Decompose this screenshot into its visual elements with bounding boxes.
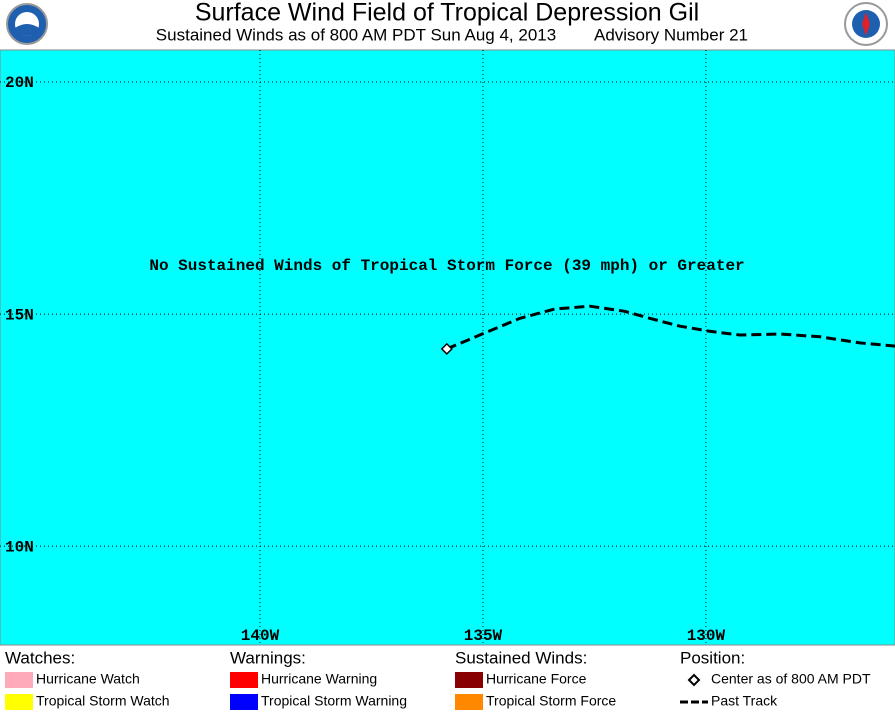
- y-tick-label: 10N: [5, 538, 34, 556]
- advisory: Advisory Number 21: [594, 25, 748, 44]
- legend-label: Tropical Storm Warning: [261, 693, 407, 709]
- legend-swatch: [455, 672, 483, 688]
- legend-label: Tropical Storm Watch: [36, 693, 170, 709]
- subtitle: Sustained Winds as of 800 AM PDT Sun Aug…: [156, 25, 556, 44]
- legend-heading: Sustained Winds:: [455, 648, 587, 667]
- noaa-logo: [6, 3, 48, 45]
- legend-swatch: [230, 694, 258, 710]
- center-marker: [440, 342, 453, 355]
- legend-heading: Position:: [680, 648, 745, 667]
- legend-label: Past Track: [711, 693, 778, 709]
- legend-label: Hurricane Force: [486, 671, 587, 687]
- legend-swatch: [5, 694, 33, 710]
- legend-swatch: [5, 672, 33, 688]
- legend-label: Center as of 800 AM PDT: [711, 671, 871, 687]
- legend-label: Tropical Storm Force: [486, 693, 616, 709]
- past-track: [446, 304, 895, 351]
- legend-swatch: [455, 694, 483, 710]
- x-tick-label: 135W: [464, 627, 503, 645]
- nws-logo: [844, 2, 888, 46]
- legend-label: Hurricane Watch: [36, 671, 140, 687]
- title: Surface Wind Field of Tropical Depressio…: [195, 0, 699, 27]
- legend-heading: Watches:: [5, 648, 75, 667]
- legend-label: Hurricane Warning: [261, 671, 377, 687]
- legend-heading: Warnings:: [230, 648, 306, 667]
- y-tick-label: 15N: [5, 306, 34, 324]
- legend-diamond: [687, 673, 701, 687]
- x-tick-label: 140W: [241, 627, 280, 645]
- annotation: No Sustained Winds of Tropical Storm For…: [149, 257, 744, 275]
- x-tick-label: 130W: [687, 627, 726, 645]
- legend-swatch: [230, 672, 258, 688]
- y-tick-label: 20N: [5, 74, 34, 92]
